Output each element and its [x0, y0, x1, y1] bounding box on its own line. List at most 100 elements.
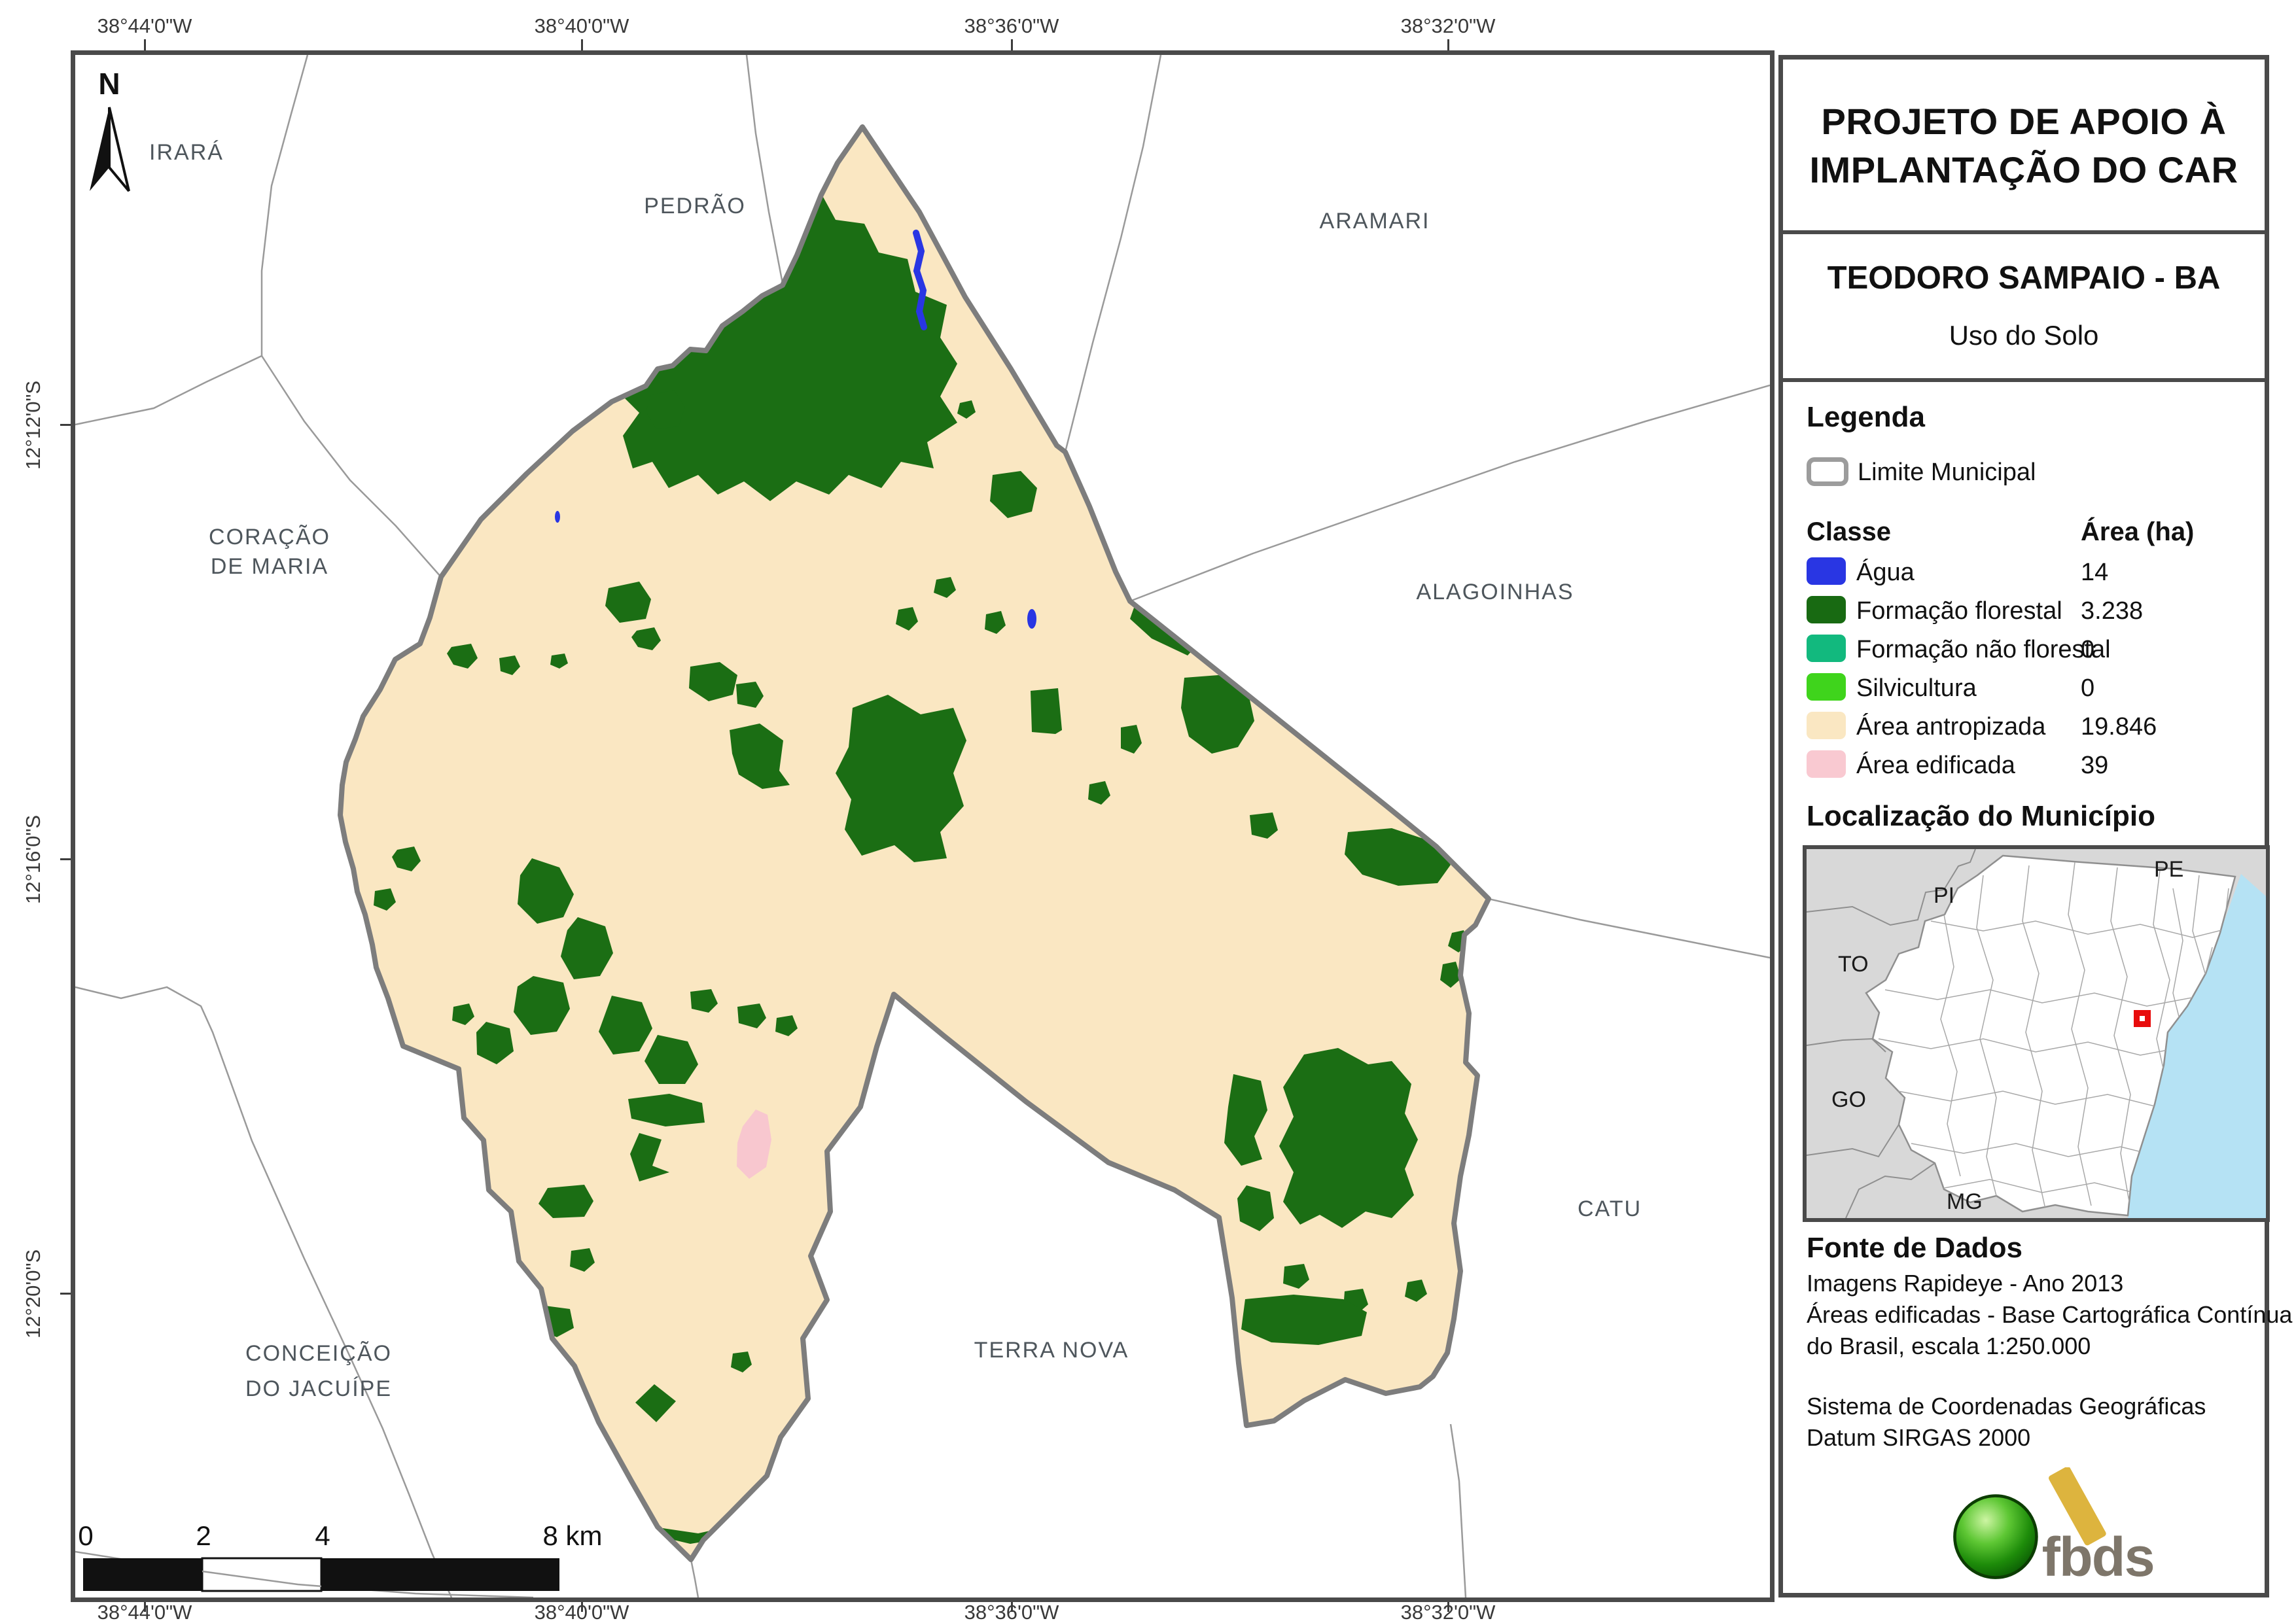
locator-map: PE PI TO GO MG	[1803, 845, 2270, 1222]
agua-value: 14	[2081, 559, 2109, 586]
locator-marker-center	[2140, 1016, 2145, 1021]
forest-patches	[374, 132, 1468, 1544]
project-title-line1: PROJETO DE APOIO À	[1821, 101, 2227, 142]
formacao-florestal-label: Formação florestal	[1856, 597, 2062, 625]
area-edificada-swatch	[1807, 750, 1846, 778]
map-label-terra-nova: TERRA NOVA	[974, 1338, 1129, 1363]
legend-heading: Legenda	[1807, 401, 1925, 433]
municipality-boundary	[338, 124, 1491, 1562]
locator-bahia-shape	[1865, 854, 2236, 1217]
formacao-florestal-swatch	[1807, 596, 1846, 623]
formacao-florestal-value: 3.238	[2081, 597, 2144, 625]
map-label-aramari: ARAMARI	[1320, 209, 1430, 234]
legend-col-area: Área (ha)	[2081, 517, 2195, 546]
map-label-alagoinhas: ALAGOINHAS	[1416, 580, 1574, 604]
legend-table-header: Classe Área (ha)	[1807, 517, 2252, 547]
locator-heading: Localização do Município	[1807, 800, 2155, 832]
tick-left-1	[60, 424, 75, 426]
fonte-line-1: Imagens Rapideye - Ano 2013	[1807, 1270, 2124, 1297]
coord-left-3: 12°20'0"S	[22, 1249, 44, 1339]
legend-row-agua: Água 14	[1807, 557, 2252, 590]
logo-bar	[2049, 1466, 2106, 1546]
silvicultura-value: 0	[2081, 674, 2095, 702]
water-features	[555, 230, 1036, 629]
coord-bottom-1: 38°44'0"W	[97, 1601, 192, 1623]
area-antropizada-value: 19.846	[2081, 713, 2157, 741]
scale-label-4: 4	[315, 1520, 330, 1551]
map-label-conceicao-2: DO JACUÍPE	[245, 1376, 392, 1401]
fonte-heading: Fonte de Dados	[1807, 1232, 2023, 1264]
tick-bottom-3	[1011, 1597, 1013, 1612]
tick-bottom-1	[144, 1597, 146, 1612]
coord-top-2: 38°40'0"W	[534, 14, 629, 37]
formacao-nao-florestal-value: 0	[2081, 636, 2095, 663]
fonte-line-3: do Brasil, escala 1:250.000	[1807, 1333, 2091, 1359]
limite-municipal-swatch	[1807, 457, 1848, 486]
area-edificada-value: 39	[2081, 752, 2109, 779]
svg-text:N: N	[98, 67, 120, 101]
legend-row-edificada: Área edificada 39	[1807, 750, 2252, 783]
map-label-catu: CATU	[1578, 1196, 1642, 1221]
map-label-irara: IRARÁ	[149, 140, 224, 165]
coord-top-4: 38°32'0"W	[1400, 14, 1496, 37]
tick-bottom-2	[581, 1597, 583, 1612]
built-up-area	[737, 1109, 771, 1179]
scale-bar: 0 2 4 8 km	[75, 1520, 603, 1597]
locator-label-pi: PI	[1934, 883, 1954, 908]
fonte-line-4: Sistema de Coordenadas Geográficas	[1807, 1393, 2206, 1420]
legend-row-silvicultura: Silvicultura 0	[1807, 673, 2252, 706]
tick-top-2	[581, 39, 583, 55]
logo-sphere	[1953, 1494, 2038, 1579]
tick-bottom-4	[1447, 1597, 1449, 1612]
north-arrow-icon: N	[90, 67, 130, 192]
neighbor-boundaries	[75, 55, 1770, 1597]
tick-left-3	[60, 1293, 75, 1295]
panel-divider-1	[1783, 230, 2265, 234]
map-label-conceicao-1: CONCEIÇÃO	[245, 1341, 392, 1366]
panel-divider-2	[1783, 378, 2265, 382]
fonte-line-2: Áreas edificadas - Base Cartográfica Con…	[1807, 1301, 2293, 1328]
area-antropizada-label: Área antropizada	[1856, 713, 2046, 741]
land-use-map: N IRARÁ PEDRÃO ARAMARI CORAÇÃO DE MARIA …	[75, 55, 1770, 1597]
scale-label-0: 0	[78, 1520, 93, 1551]
legend-row-nao-florestal: Formação não florestal 0	[1807, 635, 2252, 667]
tick-top-3	[1011, 39, 1013, 55]
silvicultura-swatch	[1807, 673, 1846, 701]
project-title-line2: IMPLANTAÇÃO DO CAR	[1809, 149, 2238, 190]
locator-label-pe: PE	[2154, 857, 2183, 882]
formacao-nao-florestal-label: Formação não florestal	[1856, 636, 2111, 663]
fbds-logo: fbds	[1951, 1466, 2173, 1588]
map-label-coracao-1: CORAÇÃO	[209, 525, 330, 550]
municipality-title: TEODORO SAMPAIO - BA	[1827, 260, 2221, 296]
limite-municipal-label: Limite Municipal	[1858, 459, 2036, 486]
info-panel: PROJETO DE APOIO À IMPLANTAÇÃO DO CAR TE…	[1778, 55, 2292, 1597]
map-label-coracao-2: DE MARIA	[211, 554, 328, 579]
agua-swatch	[1807, 557, 1846, 585]
map-label-pedrao: PEDRÃO	[644, 194, 746, 218]
coord-bottom-2: 38°40'0"W	[534, 1601, 629, 1623]
tick-top-1	[144, 39, 146, 55]
map-type-subtitle: Uso do Solo	[1949, 320, 2099, 351]
locator-label-to: TO	[1838, 952, 1869, 977]
coord-top-3: 38°36'0"W	[964, 14, 1059, 37]
legend-row-florestal: Formação florestal 3.238	[1807, 596, 2252, 629]
project-title: PROJETO DE APOIO À IMPLANTAÇÃO DO CAR	[1783, 97, 2265, 194]
neighbor-labels: IRARÁ PEDRÃO ARAMARI CORAÇÃO DE MARIA AL…	[149, 140, 1642, 1401]
formacao-nao-florestal-swatch	[1807, 635, 1846, 662]
coord-bottom-3: 38°36'0"W	[964, 1601, 1059, 1623]
scale-label-2: 2	[196, 1520, 211, 1551]
locator-label-mg: MG	[1947, 1189, 1983, 1214]
coord-left-1: 12°12'0"S	[22, 380, 44, 470]
locator-state-lines	[1806, 848, 1976, 1219]
silvicultura-label: Silvicultura	[1856, 674, 1977, 702]
fonte-line-5: Datum SIRGAS 2000	[1807, 1424, 2031, 1451]
legend-row-antropizada: Área antropizada 19.846	[1807, 712, 2252, 744]
area-antropizada-swatch	[1807, 712, 1846, 739]
tick-left-2	[60, 858, 75, 860]
logo-text: fbds	[2042, 1526, 2154, 1585]
tick-top-4	[1447, 39, 1449, 55]
locator-labels: PE PI TO GO MG	[1831, 857, 2183, 1214]
locator-label-go: GO	[1831, 1087, 1866, 1112]
area-edificada-label: Área edificada	[1856, 752, 2015, 779]
